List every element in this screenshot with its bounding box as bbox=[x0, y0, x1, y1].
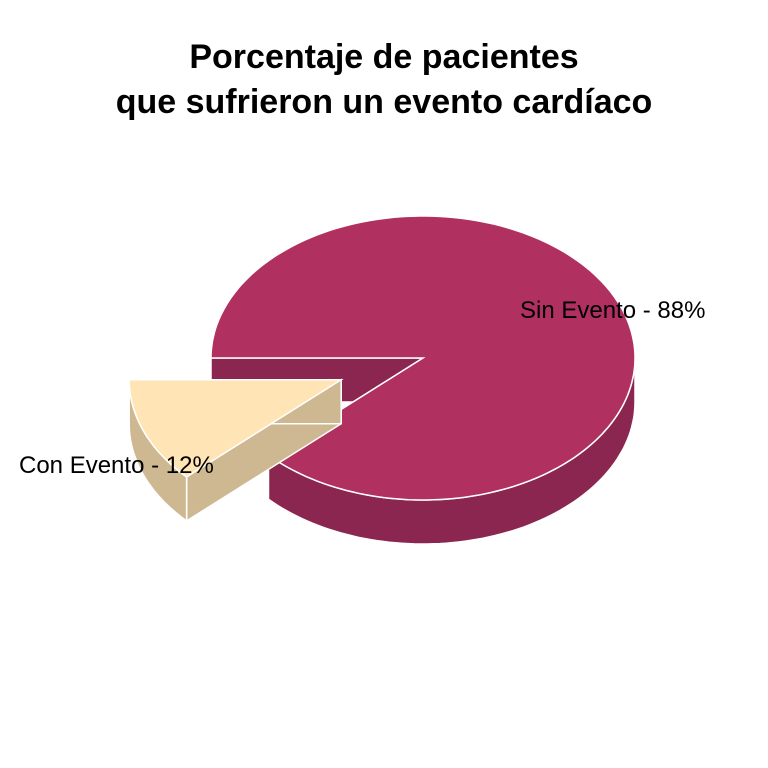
slice-label-con-evento: Con Evento - 12% bbox=[19, 452, 214, 479]
slice-con-evento bbox=[128, 378, 344, 523]
chart-title-line-1: Porcentaje de pacientes bbox=[189, 38, 578, 76]
chart-title-line-2: que sufrieron un evento cardíaco bbox=[116, 83, 653, 121]
slice-top-con-evento bbox=[128, 378, 344, 478]
slice-label-sin-evento: Sin Evento - 88% bbox=[520, 297, 705, 324]
slice-labels: Sin Evento - 88% Con Evento - 12% bbox=[19, 297, 705, 479]
chart-title: Porcentaje de pacientes que sufrieron un… bbox=[116, 38, 653, 121]
pie-slices bbox=[128, 215, 636, 545]
